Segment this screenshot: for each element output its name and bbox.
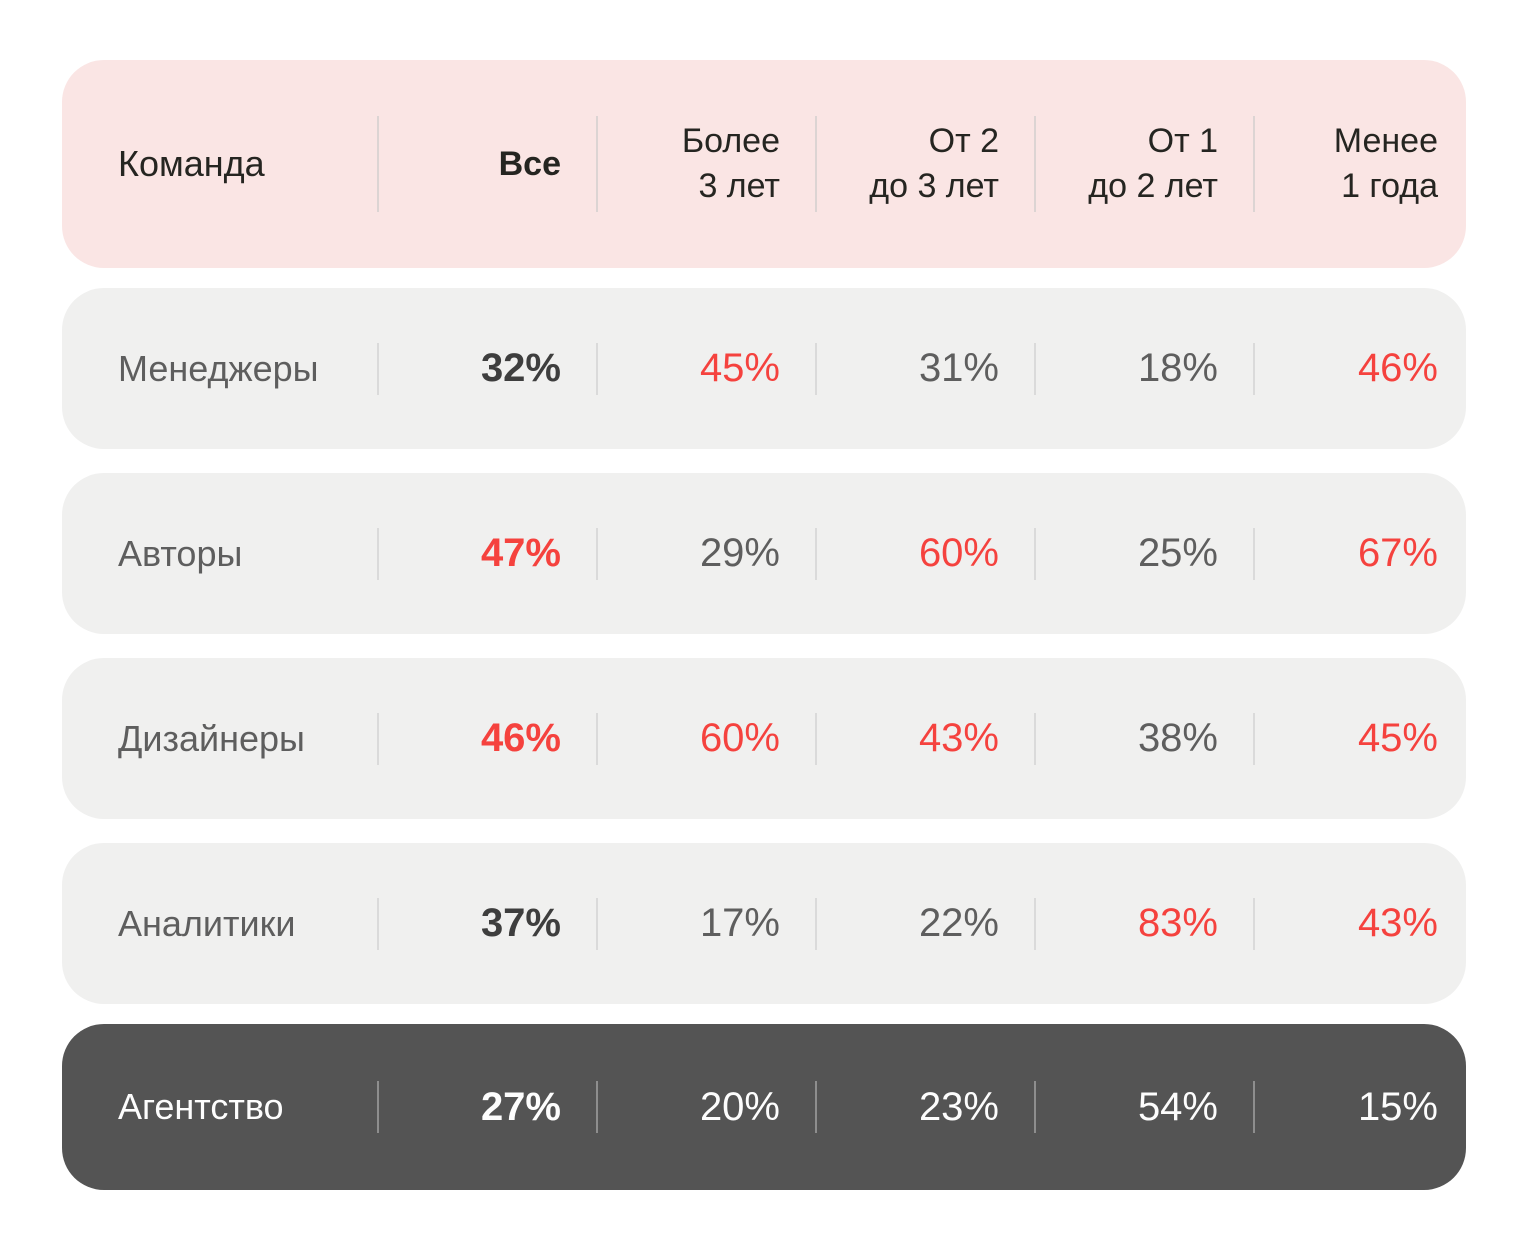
value-cell: 18% (1035, 288, 1254, 449)
table-header-row: Команда Все Более 3 лет От 2 до 3 лет От… (62, 60, 1466, 268)
value-cell: 29% (597, 473, 816, 634)
value-cell: 15% (1254, 1024, 1466, 1190)
experience-table: Команда Все Более 3 лет От 2 до 3 лет От… (62, 60, 1466, 1190)
header-label: Все (498, 144, 561, 183)
value-cell: 60% (597, 658, 816, 819)
value-cell: 83% (1035, 843, 1254, 1004)
header-cell-more-3y: Более 3 лет (597, 60, 816, 268)
header-cell-1-2y: От 1 до 2 лет (1035, 60, 1254, 268)
header-cell-team: Команда (62, 60, 378, 268)
table-row-designers: Дизайнеры 46% 60% 43% 38% 45% (62, 658, 1466, 819)
row-label: Авторы (118, 532, 243, 574)
header-label: Более (681, 122, 780, 160)
header-cell-less-1y: Менее 1 года (1254, 60, 1466, 268)
value-cell: 47% (378, 473, 597, 634)
table-row-analysts: Аналитики 37% 17% 22% 83% 43% (62, 843, 1466, 1004)
value-cell: 38% (1035, 658, 1254, 819)
header-cell-2-3y: От 2 до 3 лет (816, 60, 1035, 268)
row-label: Дизайнеры (118, 717, 305, 759)
header-label: От 1 (1147, 122, 1218, 160)
row-label: Агентство (118, 1086, 284, 1127)
value-cell: 23% (816, 1024, 1035, 1190)
header-label: От 2 (928, 122, 999, 160)
value-cell: 67% (1254, 473, 1466, 634)
value-cell: 45% (1254, 658, 1466, 819)
value-cell: 54% (1035, 1024, 1254, 1190)
value-cell: 17% (597, 843, 816, 1004)
value-cell: 22% (816, 843, 1035, 1004)
value-cell: 60% (816, 473, 1035, 634)
value-cell: 37% (378, 843, 597, 1004)
value-cell: 20% (597, 1024, 816, 1190)
header-cell-all: Все (378, 60, 597, 268)
value-cell: 27% (378, 1024, 597, 1190)
table-row-agency: Агентство 27% 20% 23% 54% 15% (62, 1024, 1466, 1190)
value-cell: 25% (1035, 473, 1254, 634)
row-label: Аналитики (118, 902, 296, 944)
value-cell: 31% (816, 288, 1035, 449)
value-cell: 46% (378, 658, 597, 819)
value-cell: 43% (816, 658, 1035, 819)
value-cell: 43% (1254, 843, 1466, 1004)
header-label: Менее (1333, 122, 1438, 160)
table-row-managers: Менеджеры 32% 45% 31% 18% 46% (62, 288, 1466, 449)
value-cell: 45% (597, 288, 816, 449)
table-row-authors: Авторы 47% 29% 60% 25% 67% (62, 473, 1466, 634)
row-label: Менеджеры (118, 347, 319, 389)
value-cell: 46% (1254, 288, 1466, 449)
header-label: Команда (118, 143, 265, 184)
value-cell: 32% (378, 288, 597, 449)
